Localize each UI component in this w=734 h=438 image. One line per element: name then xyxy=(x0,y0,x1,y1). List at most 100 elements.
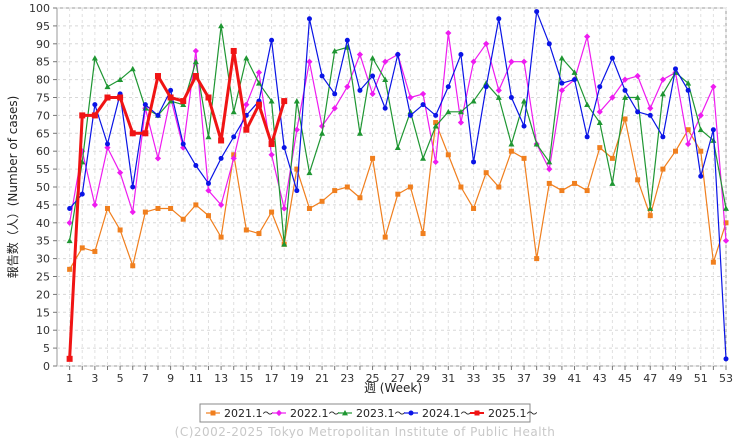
data-point xyxy=(205,213,211,219)
data-point xyxy=(710,127,716,133)
data-point xyxy=(66,237,73,244)
y-tick-label: 55 xyxy=(36,163,50,176)
legend-item: 2021.1～ xyxy=(206,407,274,420)
data-point xyxy=(318,123,326,130)
data-point xyxy=(281,145,287,151)
data-point xyxy=(470,98,477,104)
data-point xyxy=(294,188,300,194)
data-point xyxy=(432,158,439,166)
data-point xyxy=(673,148,679,154)
y-tick-label: 80 xyxy=(36,74,50,87)
series-4 xyxy=(67,9,729,362)
data-point xyxy=(496,184,502,190)
data-point xyxy=(180,101,187,108)
y-tick-label: 85 xyxy=(36,56,50,69)
data-point xyxy=(394,144,401,151)
data-point xyxy=(192,73,199,80)
data-point xyxy=(91,55,98,61)
data-point xyxy=(142,209,148,215)
data-point xyxy=(382,58,389,65)
data-point xyxy=(521,98,528,104)
data-point xyxy=(571,69,578,75)
data-point xyxy=(622,116,628,122)
data-point xyxy=(205,180,211,186)
data-point xyxy=(281,98,288,105)
data-point xyxy=(218,155,224,161)
x-tick-label: 15 xyxy=(239,372,253,385)
data-point xyxy=(331,105,338,112)
data-point xyxy=(79,112,86,119)
data-point xyxy=(483,84,489,90)
x-tick-label: 19 xyxy=(290,372,304,385)
data-point xyxy=(117,94,124,101)
data-point xyxy=(92,102,98,108)
y-tick-label: 15 xyxy=(36,306,50,319)
legend-item: 2024.1～ xyxy=(404,407,472,420)
data-point xyxy=(218,22,225,29)
data-point xyxy=(79,245,85,251)
data-point xyxy=(572,77,578,83)
x-tick-label: 53 xyxy=(719,372,733,385)
data-point xyxy=(520,58,528,65)
y-axis: 0 5 10 15 20 25 30 35 40 45 50 55 60 65 70 75 80 85 90 95 10… xyxy=(29,2,57,373)
data-point xyxy=(66,355,73,362)
data-point xyxy=(382,234,388,240)
data-point xyxy=(155,112,161,118)
data-point xyxy=(546,41,552,47)
data-point xyxy=(142,130,149,137)
data-point xyxy=(230,108,237,115)
legend-item: 2022.1～ xyxy=(272,407,340,420)
data-point xyxy=(659,90,666,97)
data-point xyxy=(344,83,351,90)
data-point xyxy=(193,202,199,208)
legend-label: 2021.1～ xyxy=(224,407,274,420)
data-point xyxy=(129,208,136,216)
data-point xyxy=(180,141,186,147)
data-point xyxy=(559,188,565,194)
y-tick-label: 65 xyxy=(36,127,50,140)
legend-label: 2022.1～ xyxy=(290,407,340,420)
data-point xyxy=(154,155,162,162)
data-point xyxy=(217,201,225,208)
x-tick-label: 1 xyxy=(66,372,73,385)
data-point xyxy=(546,166,553,173)
x-tick-label: 41 xyxy=(568,372,582,385)
data-point xyxy=(660,134,666,140)
data-point xyxy=(180,98,187,105)
data-point xyxy=(294,166,300,172)
data-point xyxy=(596,108,603,115)
data-point xyxy=(445,108,452,115)
data-point xyxy=(129,130,136,137)
data-point xyxy=(67,205,73,211)
legend-swatch-marker xyxy=(275,409,283,417)
data-point xyxy=(420,155,427,161)
y-tick-label: 20 xyxy=(36,288,50,301)
data-point xyxy=(370,73,376,79)
data-point xyxy=(268,141,275,148)
data-point xyxy=(67,266,73,272)
data-point xyxy=(660,166,666,172)
data-point xyxy=(293,126,300,133)
data-point xyxy=(193,163,199,169)
x-tick-label: 9 xyxy=(167,372,174,385)
data-point xyxy=(192,58,199,65)
data-point xyxy=(546,180,552,186)
data-point xyxy=(635,109,641,115)
data-point xyxy=(230,155,237,162)
data-point xyxy=(319,73,325,79)
data-point xyxy=(697,126,704,133)
data-point xyxy=(698,148,704,154)
x-tick-label: 3 xyxy=(91,372,98,385)
y-tick-label: 0 xyxy=(43,360,50,373)
data-point xyxy=(155,205,161,211)
x-tick-label: 39 xyxy=(542,372,556,385)
data-point xyxy=(306,16,312,22)
data-point xyxy=(534,9,540,15)
data-point xyxy=(231,134,237,140)
data-point xyxy=(622,87,628,93)
data-point xyxy=(471,159,477,165)
data-point xyxy=(243,101,250,108)
y-tick-label: 70 xyxy=(36,109,50,122)
data-point xyxy=(609,55,615,61)
